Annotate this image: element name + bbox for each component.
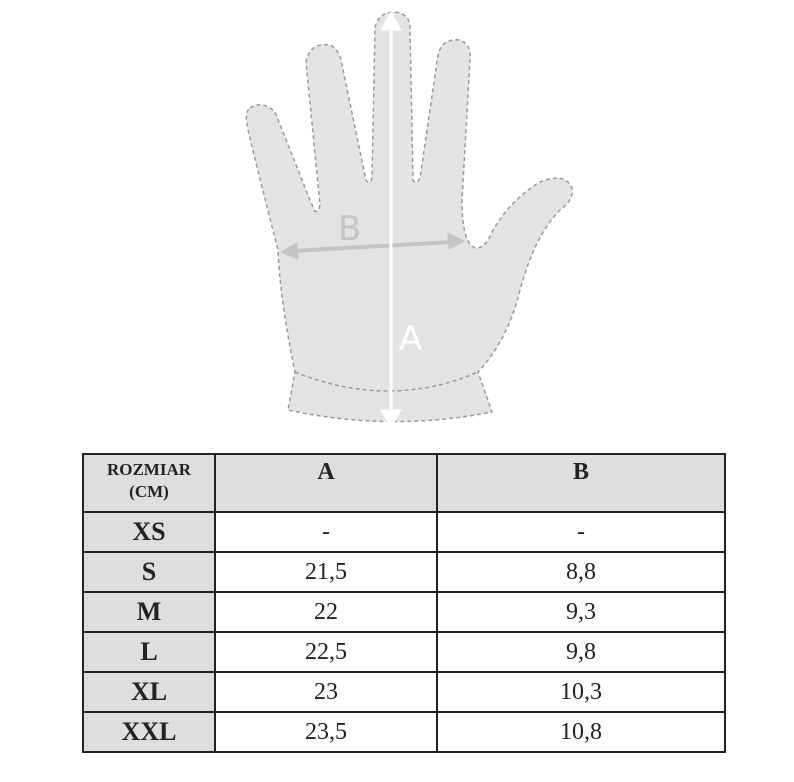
- size-cell: L: [82, 631, 216, 673]
- table-row: M 22 9,3: [82, 591, 726, 633]
- b-cell: 9,8: [436, 631, 726, 673]
- header-size-label: ROZMIAR: [106, 460, 192, 479]
- b-cell: 8,8: [436, 551, 726, 593]
- a-cell: 22: [214, 591, 438, 633]
- size-cell: S: [82, 551, 216, 593]
- header-a: A: [214, 453, 438, 513]
- a-cell: 22,5: [214, 631, 438, 673]
- table-row: XS - -: [82, 511, 726, 553]
- size-cell: XXL: [82, 711, 216, 753]
- table-row: S 21,5 8,8: [82, 551, 726, 593]
- label-b: B: [338, 209, 361, 249]
- b-cell: -: [436, 511, 726, 553]
- measurement-a-arrow: [380, 10, 402, 430]
- hand-outline: [245, 11, 573, 423]
- b-cell: 10,8: [436, 711, 726, 753]
- table-row: XXL 23,5 10,8: [82, 711, 726, 753]
- a-cell: -: [214, 511, 438, 553]
- measurement-b-arrow: [279, 232, 466, 260]
- a-cell: 23,5: [214, 711, 438, 753]
- hand-diagram: B A: [245, 10, 573, 430]
- header-size: ROZMIAR (CM): [82, 453, 216, 513]
- a-cell: 23: [214, 671, 438, 713]
- header-b: B: [436, 453, 726, 513]
- cuff-line: [294, 371, 479, 392]
- b-cell: 9,3: [436, 591, 726, 633]
- table-row: L 22,5 9,8: [82, 631, 726, 673]
- size-cell: XL: [82, 671, 216, 713]
- label-a: A: [399, 319, 422, 359]
- size-cell: XS: [82, 511, 216, 553]
- header-unit-label: (CM): [129, 482, 169, 501]
- a-cell: 21,5: [214, 551, 438, 593]
- table-row: XL 23 10,3: [82, 671, 726, 713]
- table-header-row: ROZMIAR (CM) A B: [82, 453, 726, 513]
- b-cell: 10,3: [436, 671, 726, 713]
- size-cell: M: [82, 591, 216, 633]
